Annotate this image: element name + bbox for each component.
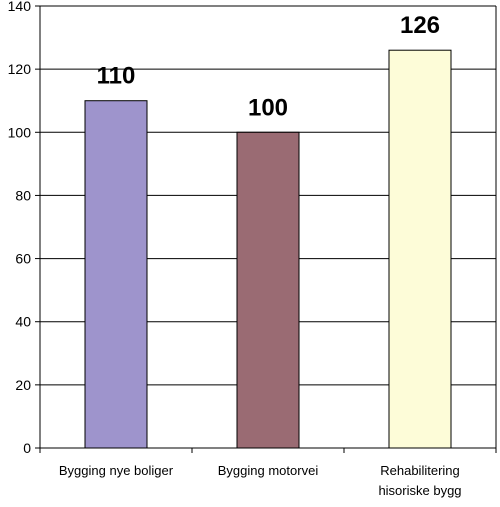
x-category-label: hisoriske bygg xyxy=(378,483,461,498)
y-tick-label: 80 xyxy=(15,187,31,203)
data-label: 126 xyxy=(400,12,440,39)
y-tick-label: 0 xyxy=(23,440,31,456)
bars xyxy=(84,49,452,449)
y-tick-label: 120 xyxy=(8,61,32,77)
bar xyxy=(236,131,300,449)
x-category-label: Bygging nye boliger xyxy=(59,463,174,478)
bar xyxy=(388,49,452,449)
y-tick-label: 40 xyxy=(15,314,31,330)
x-axis-ticks: Bygging nye boliger Bygging motorvei Rehab… xyxy=(39,448,497,498)
y-axis-ticks: 0 20 40 60 80 100 120 140 xyxy=(8,0,40,456)
bar xyxy=(84,100,148,449)
y-tick-label: 20 xyxy=(15,377,31,393)
data-label: 110 xyxy=(97,63,136,90)
y-tick-label: 60 xyxy=(15,251,31,267)
y-tick-label: 100 xyxy=(8,124,32,140)
data-label: 100 xyxy=(248,94,288,121)
y-tick-label: 140 xyxy=(8,0,32,14)
data-labels: 110 100 126 xyxy=(97,12,440,121)
x-category-label: Bygging motorvei xyxy=(218,463,319,478)
x-category-label: Rehabilitering xyxy=(380,463,460,478)
